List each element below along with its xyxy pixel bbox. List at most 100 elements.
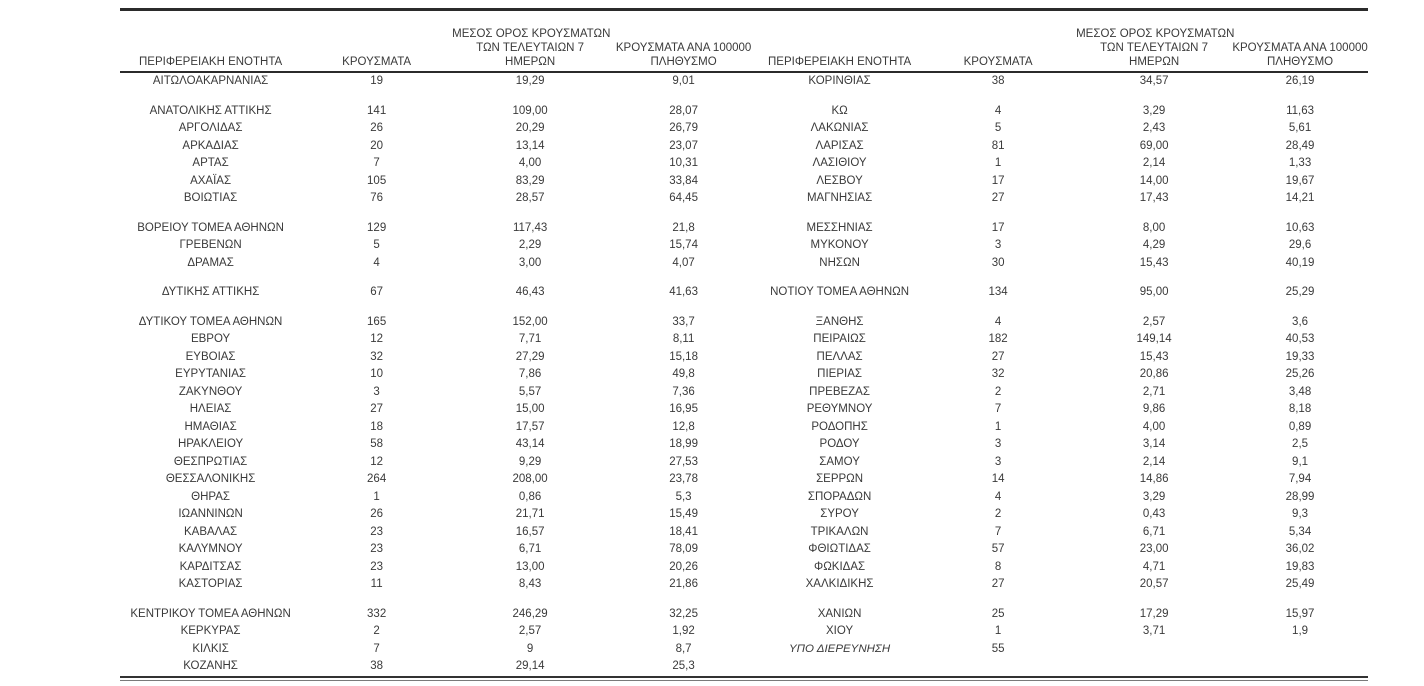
left-avg7-cell: 13,00 — [515, 560, 545, 573]
right-region-cell: ΣΕΡΡΩΝ — [816, 473, 864, 485]
left-cases-cell: 23 — [370, 525, 384, 538]
right-cases-cell: 4 — [994, 490, 1002, 503]
right-per100k-cell: 36,02 — [1285, 543, 1315, 555]
right-per100k-cell: 29,6 — [1288, 239, 1312, 251]
table-row: ΗΜΑΘΙΑΣ 18 17,57 12,8 ΡΟΔΟΠΗΣ 1 4,00 0,89 — [120, 419, 1368, 437]
right-per100k-cell: 40,19 — [1285, 256, 1315, 269]
table-header: ΠΕΡΙΦΕΡΕΙΑΚΗ ΕΝΟΤΗΤΑ ΚΡΟΥΣΜΑΤΑ ΜΕΣΟΣ ΟΡΟ… — [120, 9, 1368, 73]
right-per100k-cell: 5,61 — [1288, 122, 1312, 134]
left-region-cell: ΑΝΑΤΟΛΙΚΗΣ ΑΤΤΙΚΗΣ — [149, 104, 272, 117]
left-cases-cell: 23 — [370, 560, 384, 573]
right-region-cell: ΝΗΣΩΝ — [819, 256, 860, 269]
table-row: ΕΥΡΥΤΑΝΙΑΣ 10 7,86 49,8 ΠΙΕΡΙΑΣ 32 20,86 25,26 — [120, 366, 1368, 384]
left-region-cell: ΗΜΑΘΙΑΣ — [184, 420, 237, 433]
left-avg7-cell: 9,29 — [518, 455, 542, 468]
right-region-cell: ΛΑΣΙΘΙΟΥ — [812, 157, 867, 169]
left-avg7-cell: 15,00 — [515, 403, 545, 415]
left-per100k-cell: 18,41 — [669, 525, 698, 538]
table-row: ΑΡΤΑΣ 7 4,00 10,31 ΛΑΣΙΘΙΟΥ 1 2,14 1,33 — [120, 155, 1368, 173]
table-row: ΙΩΑΝΝΙΝΩΝ 26 21,71 15,49 ΣΥΡΟΥ 2 0,43 9,3 — [120, 506, 1368, 524]
right-region-cell: ΠΕΙΡΑΙΩΣ — [813, 333, 866, 345]
left-cases-cell: 129 — [367, 221, 387, 234]
left-cases-cell: 58 — [370, 438, 384, 450]
right-avg7-cell: 4,71 — [1142, 560, 1166, 573]
left-cases-cell: 3 — [373, 385, 380, 398]
left-cases-cell: 105 — [367, 174, 387, 187]
left-region-cell: ΚΑΣΤΟΡΙΑΣ — [178, 578, 243, 590]
right-region-cell: ΥΠΟ ΔΙΕΡΕΥΝΗΣΗ — [789, 642, 891, 655]
right-cases-cell: 38 — [991, 75, 1005, 87]
right-per100k-cell: 14,21 — [1285, 192, 1315, 204]
left-region-cell: ΚΙΛΚΙΣ — [192, 642, 229, 655]
left-avg7-cell: 246,29 — [512, 607, 548, 620]
right-cases-cell: 27 — [991, 350, 1005, 363]
right-avg7-cell: 4,00 — [1142, 420, 1166, 433]
left-per100k-cell: 16,95 — [669, 403, 698, 415]
col-header-avg7-line2: ΤΩΝ ΤΕΛΕΥΤΑΙΩΝ 7 — [476, 42, 585, 54]
right-avg7-cell: 15,43 — [1139, 256, 1169, 269]
left-avg7-cell: 13,14 — [515, 139, 545, 152]
right-avg7-cell: 9,86 — [1142, 403, 1166, 415]
table-body: ΑΙΤΩΛΟΑΚΑΡΝΑΝΙΑΣ 19 19,29 9,01 ΚΟΡΙΝΘΙΑΣ 38 34… — [120, 72, 1368, 676]
left-per100k-cell: 8,11 — [672, 333, 695, 345]
left-avg7-cell: 43,14 — [515, 438, 545, 450]
right-region-cell: ΚΩ — [831, 104, 848, 117]
spacer-row — [120, 91, 1368, 103]
right-cases-cell: 3 — [994, 438, 1002, 450]
col-header-per100k-line2: ΠΛΗΘΥΣΜΟ — [650, 56, 717, 68]
table-row: ΚΙΛΚΙΣ 7 9 8,7 ΥΠΟ ΔΙΕΡΕΥΝΗΣΗ 55 — [120, 641, 1368, 659]
left-region-cell: ΔΥΤΙΚΗΣ ΑΤΤΙΚΗΣ — [161, 286, 260, 298]
left-region-cell: ΒΟΡΕΙΟΥ ΤΟΜΕΑ ΑΘΗΝΩΝ — [137, 221, 284, 234]
left-avg7-cell: 27,29 — [515, 350, 545, 363]
left-avg7-cell: 7,71 — [518, 333, 542, 345]
right-per100k-cell: 28,99 — [1285, 490, 1315, 503]
right-region-cell: ΠΡΕΒΕΖΑΣ — [809, 385, 870, 398]
right-per100k-cell: 2,5 — [1292, 438, 1309, 450]
spacer-cell — [120, 208, 1368, 220]
left-per100k-cell: 15,18 — [669, 350, 698, 363]
right-region-cell: ΡΟΔΟΥ — [819, 438, 860, 450]
right-per100k-cell: 7,94 — [1288, 473, 1312, 485]
left-region-cell: ΕΒΡΟΥ — [190, 333, 231, 345]
right-region-cell: ΣΥΡΟΥ — [820, 508, 859, 520]
col-header-per100k-line2: ΠΛΗΘΥΣΜΟ — [1266, 56, 1334, 68]
left-avg7-cell: 8,43 — [518, 578, 542, 590]
right-per100k-cell: 40,53 — [1285, 333, 1315, 345]
left-per100k-cell: 28,07 — [669, 104, 698, 117]
right-avg7-cell: 3,29 — [1142, 490, 1166, 503]
table-row: ΚΕΝΤΡΙΚΟΥ ΤΟΜΕΑ ΑΘΗΝΩΝ 332 246,29 32,25 ΧΑΝΙ… — [120, 606, 1368, 624]
right-cases-cell: 3 — [994, 239, 1002, 251]
left-cases-cell: 38 — [370, 660, 384, 672]
left-per100k-cell: 5,3 — [675, 490, 692, 503]
right-region-cell: ΚΟΡΙΝΘΙΑΣ — [808, 75, 871, 87]
left-cases-cell: 2 — [373, 625, 380, 637]
spacer-cell — [120, 302, 1368, 314]
right-cases-cell: 7 — [994, 525, 1002, 538]
right-avg7-cell: 14,86 — [1139, 473, 1169, 485]
left-region-cell: ΙΩΑΝΝΙΝΩΝ — [178, 508, 243, 520]
right-per100k-cell: 25,26 — [1285, 368, 1315, 380]
spacer-row — [120, 594, 1368, 606]
left-avg7-cell: 2,29 — [518, 239, 542, 251]
right-per100k-cell: 1,33 — [1288, 157, 1312, 169]
right-region-cell: ΠΙΕΡΙΑΣ — [817, 368, 862, 380]
right-cases-cell: 1 — [994, 625, 1002, 637]
table-row: ΑΡΓΟΛΙΔΑΣ 26 20,29 26,79 ΛΑΚΩΝΙΑΣ 5 2,43 5,61 — [120, 120, 1368, 138]
left-cases-cell: 7 — [373, 642, 380, 655]
left-avg7-cell: 83,29 — [515, 174, 545, 187]
col-header-cases-left: ΚΡΟΥΣΜΑΤΑ — [301, 9, 453, 73]
left-region-cell: ΑΡΤΑΣ — [192, 157, 229, 169]
right-cases-cell: 7 — [994, 403, 1002, 415]
left-region-cell: ΘΕΣΠΡΩΤΙΑΣ — [173, 455, 248, 468]
right-avg7-cell: 2,57 — [1142, 315, 1166, 328]
right-avg7-cell — [1076, 641, 1232, 659]
left-avg7-cell: 0,86 — [518, 490, 542, 503]
left-avg7-cell: 6,71 — [518, 543, 542, 555]
left-per100k-cell: 41,63 — [669, 286, 698, 298]
left-per100k-cell: 25,3 — [672, 660, 695, 672]
left-per100k-cell: 10,31 — [669, 157, 698, 169]
left-region-cell: ΑΡΓΟΛΙΔΑΣ — [178, 122, 243, 134]
left-per100k-cell: 8,7 — [675, 642, 692, 655]
table-row: ΒΟΡΕΙΟΥ ΤΟΜΕΑ ΑΘΗΝΩΝ 129 117,43 21,8 ΜΕΣΣΗΝΙ… — [120, 220, 1368, 238]
left-per100k-cell: 33,84 — [669, 174, 698, 187]
